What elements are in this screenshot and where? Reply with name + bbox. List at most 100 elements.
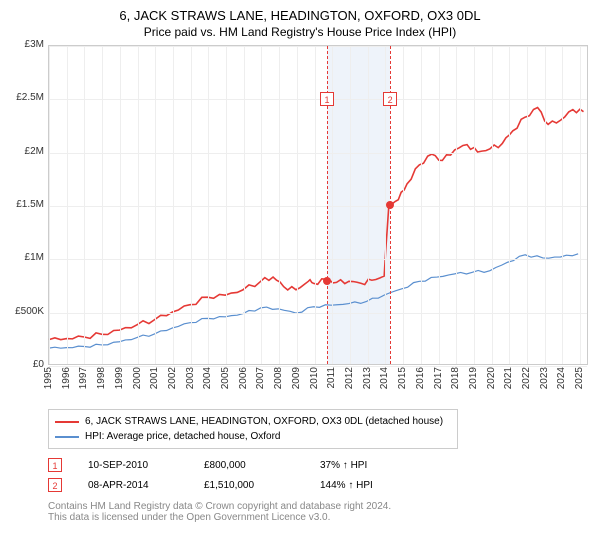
xtick-label: 2015 [397, 367, 408, 389]
ytick-label: £3M [12, 39, 44, 50]
xtick-label: 2019 [468, 367, 479, 389]
marker-box: 1 [320, 92, 334, 106]
gridline-v [155, 46, 156, 364]
gridline-h [49, 46, 587, 47]
transaction-date: 08-APR-2014 [88, 480, 178, 491]
gridline-v [244, 46, 245, 364]
chart-title: 6, JACK STRAWS LANE, HEADINGTON, OXFORD,… [12, 8, 588, 23]
xtick-label: 1997 [78, 367, 89, 389]
transaction-marker: 1 [48, 458, 62, 472]
legend-swatch [55, 436, 79, 438]
gridline-v [403, 46, 404, 364]
xtick-label: 1995 [43, 367, 54, 389]
chart-subtitle: Price paid vs. HM Land Registry's House … [12, 25, 588, 39]
xtick-label: 2005 [220, 367, 231, 389]
gridline-v [439, 46, 440, 364]
footnote-1: Contains HM Land Registry data © Crown c… [48, 501, 588, 512]
plot-region: 12 [48, 45, 588, 365]
gridline-v [492, 46, 493, 364]
footnote-2: This data is licensed under the Open Gov… [48, 512, 588, 523]
ytick-label: £500K [12, 306, 44, 317]
gridline-v [120, 46, 121, 364]
xtick-label: 2008 [273, 367, 284, 389]
xtick-label: 2011 [326, 367, 337, 389]
transaction-delta: 37% ↑ HPI [320, 460, 367, 471]
gridline-v [527, 46, 528, 364]
xtick-label: 1998 [96, 367, 107, 389]
legend-swatch [55, 421, 79, 423]
xtick-label: 2012 [344, 367, 355, 389]
gridline-v [208, 46, 209, 364]
transaction-marker: 2 [48, 478, 62, 492]
transaction-price: £800,000 [204, 460, 294, 471]
xtick-label: 2025 [574, 367, 585, 389]
gridline-v [279, 46, 280, 364]
legend-row: 6, JACK STRAWS LANE, HEADINGTON, OXFORD,… [55, 414, 451, 429]
ytick-label: £0 [12, 359, 44, 370]
gridline-v [350, 46, 351, 364]
gridline-v [368, 46, 369, 364]
xtick-label: 2007 [255, 367, 266, 389]
gridline-v [191, 46, 192, 364]
legend-row: HPI: Average price, detached house, Oxfo… [55, 429, 451, 444]
ytick-label: £1M [12, 252, 44, 263]
gridline-h [49, 313, 587, 314]
xtick-label: 2021 [503, 367, 514, 389]
legend-label: 6, JACK STRAWS LANE, HEADINGTON, OXFORD,… [85, 416, 443, 427]
xtick-label: 2003 [185, 367, 196, 389]
xtick-label: 2017 [433, 367, 444, 389]
ytick-label: £2.5M [12, 92, 44, 103]
gridline-v [474, 46, 475, 364]
xtick-label: 2016 [415, 367, 426, 389]
gridline-v [315, 46, 316, 364]
xtick-label: 2022 [521, 367, 532, 389]
gridline-v [562, 46, 563, 364]
xtick-label: 2023 [539, 367, 550, 389]
xtick-label: 2009 [291, 367, 302, 389]
xtick-label: 2004 [202, 367, 213, 389]
xtick-label: 2014 [379, 367, 390, 389]
transaction-delta: 144% ↑ HPI [320, 480, 373, 491]
gridline-v [545, 46, 546, 364]
transaction-date: 10-SEP-2010 [88, 460, 178, 471]
series-property [49, 108, 584, 340]
ytick-label: £2M [12, 146, 44, 157]
xtick-label: 2018 [450, 367, 461, 389]
gridline-h [49, 259, 587, 260]
gridline-v [102, 46, 103, 364]
xtick-label: 2001 [149, 367, 160, 389]
gridline-v [49, 46, 50, 364]
xtick-label: 2010 [309, 367, 320, 389]
xtick-label: 2013 [362, 367, 373, 389]
gridline-v [84, 46, 85, 364]
gridline-v [67, 46, 68, 364]
gridline-v [421, 46, 422, 364]
gridline-v [173, 46, 174, 364]
xtick-label: 1996 [61, 367, 72, 389]
gridline-v [456, 46, 457, 364]
gridline-v [138, 46, 139, 364]
chart-area: 12 £0£500K£1M£1.5M£2M£2.5M£3M19951996199… [12, 45, 588, 385]
gridline-h [49, 153, 587, 154]
transactions: 1 10-SEP-2010 £800,000 37% ↑ HPI 2 08-APR-201… [48, 455, 588, 495]
xtick-label: 2020 [486, 367, 497, 389]
xtick-label: 1999 [114, 367, 125, 389]
xtick-label: 2024 [556, 367, 567, 389]
ytick-label: £1.5M [12, 199, 44, 210]
transaction-row: 2 08-APR-2014 £1,510,000 144% ↑ HPI [48, 475, 588, 495]
marker-dot [323, 277, 331, 285]
transaction-row: 1 10-SEP-2010 £800,000 37% ↑ HPI [48, 455, 588, 475]
xtick-label: 2000 [132, 367, 143, 389]
gridline-v [261, 46, 262, 364]
transaction-price: £1,510,000 [204, 480, 294, 491]
marker-box: 2 [383, 92, 397, 106]
series-hpi [49, 254, 578, 348]
xtick-label: 2002 [167, 367, 178, 389]
gridline-h [49, 206, 587, 207]
gridline-h [49, 99, 587, 100]
line-series [49, 46, 587, 364]
gridline-v [297, 46, 298, 364]
gridline-v [509, 46, 510, 364]
legend: 6, JACK STRAWS LANE, HEADINGTON, OXFORD,… [48, 409, 458, 449]
gridline-v [580, 46, 581, 364]
